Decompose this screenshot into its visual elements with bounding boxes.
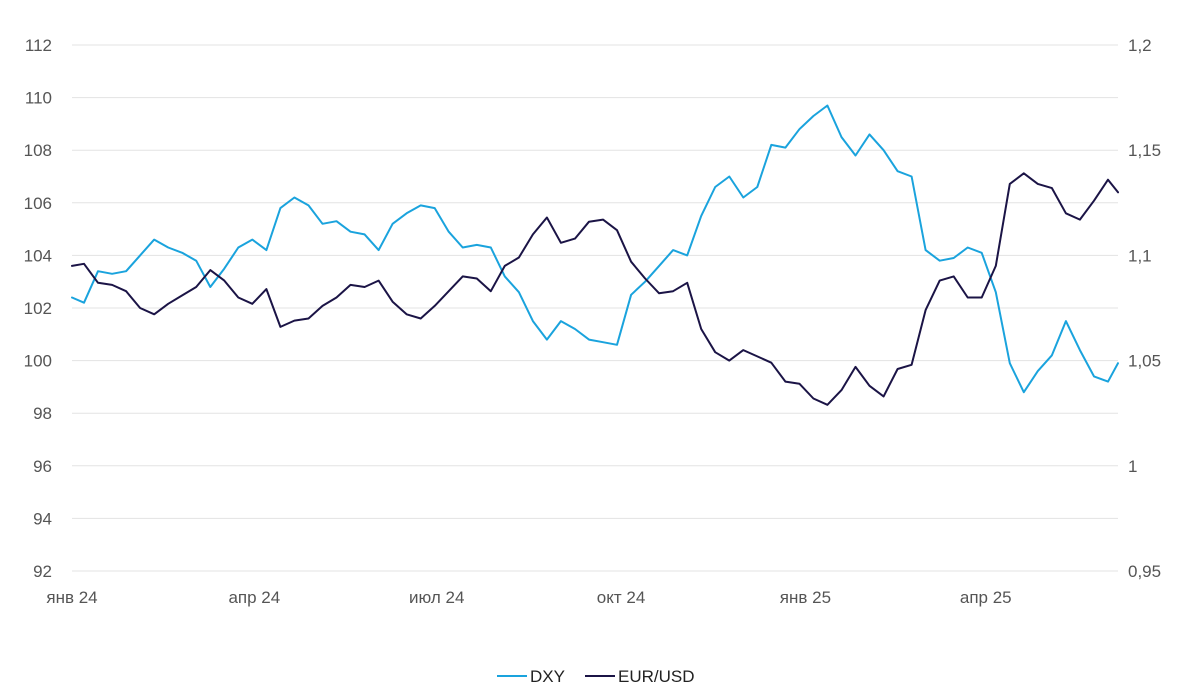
- left-tick-label: 96: [33, 457, 52, 476]
- left-tick-label: 94: [33, 509, 52, 528]
- series-line-eurusd: [71, 172, 1119, 406]
- left-tick-label: 112: [25, 36, 52, 55]
- left-tick-label: 100: [24, 352, 52, 371]
- legend-label-dxy: DXY: [530, 667, 565, 686]
- gridlines: [72, 44, 1118, 572]
- right-y-axis: 0,95 1 1,05 1,1 1,15 1,2: [1128, 36, 1161, 581]
- x-tick-label: янв 24: [46, 588, 97, 607]
- left-y-axis: 92 94 96 98 100 102 104 106 108 110 112: [24, 36, 52, 581]
- left-tick-label: 104: [24, 246, 52, 265]
- left-tick-label: 98: [33, 404, 52, 423]
- legend: DXY EUR/USD: [497, 667, 695, 686]
- right-tick-label: 0,95: [1128, 562, 1161, 581]
- x-axis: янв 24 апр 24 июл 24 окт 24 янв 25 апр 25: [46, 588, 1011, 607]
- left-tick-label: 92: [33, 562, 52, 581]
- x-tick-label: апр 24: [228, 588, 280, 607]
- left-tick-label: 102: [24, 299, 52, 318]
- right-tick-label: 1: [1128, 457, 1137, 476]
- x-tick-label: окт 24: [597, 588, 646, 607]
- left-tick-label: 110: [25, 89, 52, 108]
- legend-label-eurusd: EUR/USD: [618, 667, 695, 686]
- x-tick-label: апр 25: [960, 588, 1012, 607]
- left-tick-label: 108: [24, 141, 52, 160]
- series-line-dxy: [71, 104, 1119, 394]
- x-tick-label: июл 24: [409, 588, 464, 607]
- right-tick-label: 1,05: [1128, 352, 1161, 371]
- left-tick-label: 106: [24, 194, 52, 213]
- right-tick-label: 1,15: [1128, 141, 1161, 160]
- series-lines: [71, 104, 1119, 406]
- right-tick-label: 1,2: [1128, 36, 1152, 55]
- right-tick-label: 1,1: [1128, 246, 1152, 265]
- x-tick-label: янв 25: [780, 588, 831, 607]
